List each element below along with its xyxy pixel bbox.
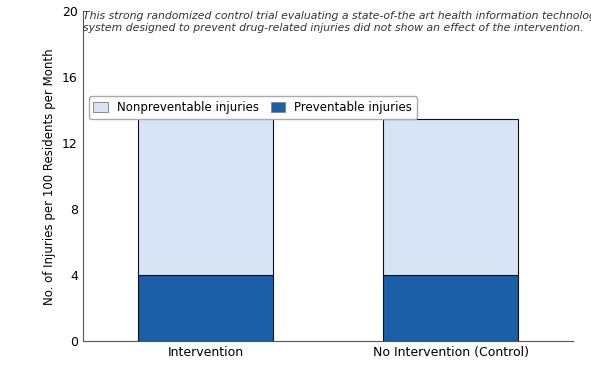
Y-axis label: No. of Injuries per 100 Residents per Month: No. of Injuries per 100 Residents per Mo… <box>44 48 57 305</box>
Bar <box>383 119 518 275</box>
Text: This strong randomized control trial evaluating a state-of-the art health inform: This strong randomized control trial eva… <box>83 11 591 33</box>
Bar <box>138 102 273 275</box>
Legend: Nonpreventable injuries, Preventable injuries: Nonpreventable injuries, Preventable inj… <box>89 96 417 119</box>
Bar <box>138 275 273 341</box>
Bar <box>383 275 518 341</box>
